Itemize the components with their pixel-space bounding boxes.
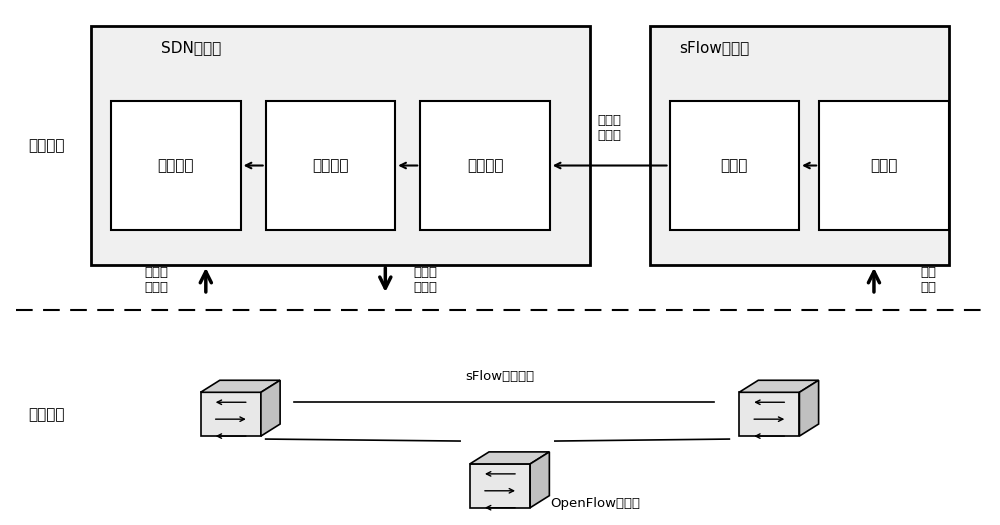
- Polygon shape: [739, 380, 819, 392]
- Text: SDN控制器: SDN控制器: [161, 40, 221, 56]
- Text: 流表读取: 流表读取: [312, 158, 349, 173]
- Text: 流分析: 流分析: [721, 158, 748, 173]
- Polygon shape: [470, 452, 549, 464]
- FancyBboxPatch shape: [819, 101, 949, 230]
- Text: 大流识别: 大流识别: [158, 158, 194, 173]
- FancyBboxPatch shape: [650, 26, 949, 265]
- Polygon shape: [799, 380, 819, 436]
- FancyBboxPatch shape: [91, 26, 590, 265]
- Text: sFlow测量代理: sFlow测量代理: [465, 370, 535, 383]
- Text: sFlow采集器: sFlow采集器: [680, 40, 750, 56]
- Text: 数据平面: 数据平面: [28, 407, 65, 422]
- Text: 疑似大
流信息: 疑似大 流信息: [598, 114, 622, 142]
- Polygon shape: [261, 380, 280, 436]
- Text: 控制平面: 控制平面: [28, 138, 65, 153]
- Polygon shape: [530, 452, 549, 508]
- Text: 读取统
计数据: 读取统 计数据: [144, 266, 168, 294]
- Text: OpenFlow交换机: OpenFlow交换机: [550, 497, 640, 510]
- Polygon shape: [201, 392, 261, 436]
- Polygon shape: [470, 464, 530, 508]
- FancyBboxPatch shape: [266, 101, 395, 230]
- FancyBboxPatch shape: [111, 101, 241, 230]
- FancyBboxPatch shape: [420, 101, 550, 230]
- Text: 任务构建: 任务构建: [467, 158, 503, 173]
- FancyBboxPatch shape: [670, 101, 799, 230]
- Polygon shape: [201, 380, 280, 392]
- Text: 采样
流量: 采样 流量: [921, 266, 937, 294]
- Text: 配置测
量流表: 配置测 量流表: [413, 266, 437, 294]
- Polygon shape: [739, 392, 799, 436]
- Text: 流采集: 流采集: [870, 158, 898, 173]
